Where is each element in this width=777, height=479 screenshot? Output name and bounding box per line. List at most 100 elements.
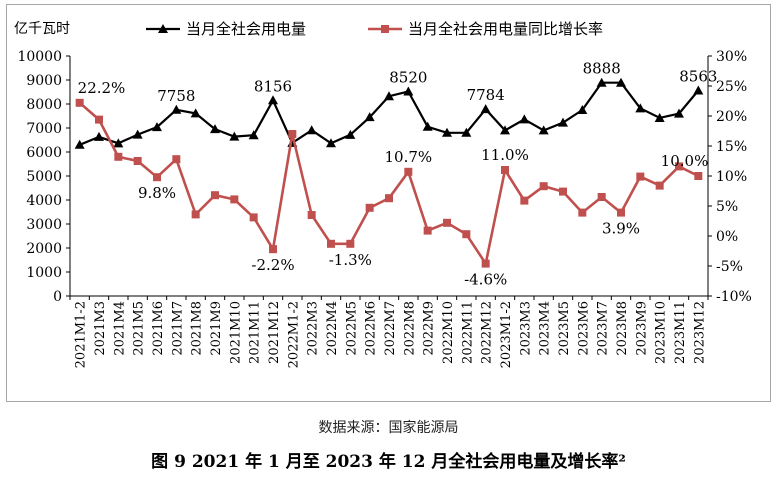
x-tick-label: 2022M8 [402,301,417,356]
right-tick-label: -5% [716,259,743,275]
consumption-data-label: 8888 [583,60,621,78]
growth-point [249,213,258,222]
left-tick-label: 8000 [26,97,62,113]
growth-point [404,167,413,176]
x-tick-label: 2022M11 [460,301,475,364]
left-tick-label: 7000 [26,121,62,137]
growth-point [578,208,587,217]
consumption-point [635,103,646,113]
consumption-point [364,112,375,122]
x-tick-label: 2021M12 [267,301,282,364]
x-tick-label: 2021M3 [93,301,108,356]
growth-point [423,226,432,235]
consumption-point [422,121,433,131]
consumption-point [596,77,607,87]
x-tick-label: 2021M1-2 [74,301,89,368]
x-tick-label: 2021M7 [170,301,185,356]
growth-point [230,195,239,204]
left-tick-label: 0 [53,289,62,305]
figure-caption: 图 9 2021 年 1 月至 2023 年 12 月全社会用电量及增长率² [151,452,626,472]
consumption-point [442,127,452,137]
legend-growth-label: 当月全社会用电量同比增长率 [408,20,603,38]
x-tick-label: 2023M11 [673,301,688,364]
growth-line [78,101,699,267]
consumption-point [152,122,162,132]
growth-point [327,239,335,248]
left-tick-label: 9000 [26,73,62,89]
growth-point [288,130,297,138]
legend-consumption-label: 当月全社会用电量 [186,20,306,38]
consumption-point [306,125,317,135]
consumption-point [326,138,336,148]
right-tick-label: -10% [716,289,752,305]
growth-point [307,211,316,219]
growth-point [481,259,490,268]
consumption-point [248,130,259,140]
growth-point [694,172,703,180]
right-tick-label: 30% [716,49,747,65]
x-tick-label: 2021M9 [209,301,224,356]
growth-data-label: 9.8% [138,184,176,202]
consumption-point [654,112,665,122]
chart: 亿千瓦时 0 1000 2000 3000 4000 5000 6000 7000 8000 900… [14,20,752,368]
right-tick-label: 5% [716,199,738,215]
growth-data-label: -2.2% [251,256,294,274]
consumption-point [519,114,530,124]
left-tick-label: 3000 [26,217,62,233]
x-tick-label: 2022M10 [441,301,456,364]
x-tick-label: 2023M12 [692,301,707,364]
consumption-data-label: 8563 [679,67,717,85]
x-tick-label: 2022M4 [325,301,340,356]
consumption-data-label: 8156 [254,77,292,95]
growth-point [462,230,471,239]
growth-point [133,157,142,165]
growth-point [95,115,103,124]
growth-point [269,245,277,254]
x-tick-label: 2023M6 [576,301,591,356]
growth-point [617,208,625,217]
left-tick-label: 5000 [26,169,62,185]
right-tick-label: 25% [716,79,747,95]
left-tick-label: 4000 [26,193,62,209]
x-tick-label: 2023M10 [654,301,669,364]
x-tick-label: 2021M5 [132,301,147,356]
consumption-point [113,138,124,148]
growth-point [597,193,606,201]
growth-point [114,152,123,161]
growth-point [559,187,567,196]
growth-data-label: 3.9% [602,220,640,238]
x-tick-label: 2022M1-2 [286,301,301,368]
consumption-data-label: 7758 [157,87,195,105]
growth-data-label: 22.2% [78,79,126,97]
growth-point [365,203,374,212]
consumption-point [132,129,143,139]
x-tick-label: 2021M6 [151,301,166,356]
x-tick-label: 2022M12 [480,301,495,364]
legend-growth-marker [381,25,389,33]
left-axis-unit: 亿千瓦时 [14,21,70,37]
growth-data-label: -4.6% [464,271,507,289]
x-tick-label: 2023M5 [557,301,572,356]
x-tick-label: 2021M10 [228,301,243,364]
source-note: 数据来源：国家能源局 [318,420,459,436]
consumption-point [616,77,626,87]
right-tick-label: 15% [716,139,747,155]
right-tick-label: 20% [716,109,747,125]
x-tick-label: 2022M5 [344,301,359,356]
consumption-data-label: 8520 [389,69,427,87]
right-tick-label: 0% [716,229,738,245]
consumption-point [190,108,201,118]
left-tick-label: 2000 [26,241,62,257]
growth-point [636,172,645,181]
consumption-point [229,131,240,141]
growth-point [172,155,181,164]
x-tick-label: 2023M4 [538,301,553,356]
x-tick-label: 2022M9 [422,301,437,356]
x-tick-label: 2023M8 [615,301,630,356]
consumption-point [693,85,704,95]
consumption-point [674,108,684,118]
consumption-point [210,124,220,134]
growth-point [385,194,393,203]
right-tick-label: 10% [716,169,747,185]
growth-data-label: -1.3% [329,251,372,269]
